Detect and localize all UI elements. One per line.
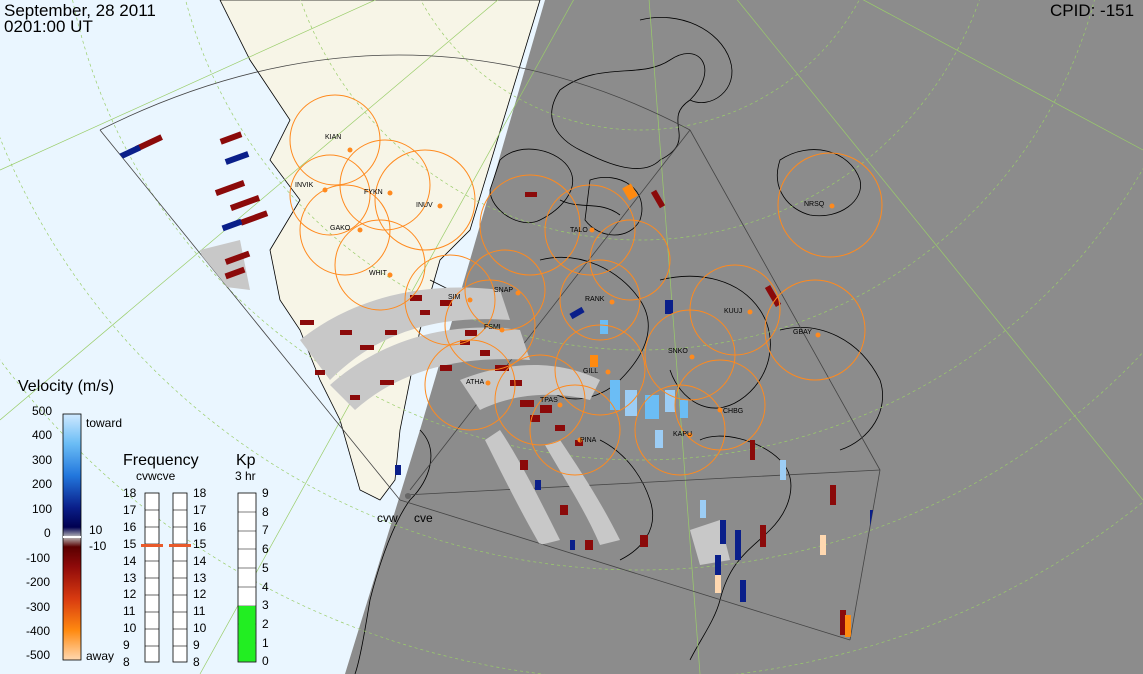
cpid-label: CPID: -151: [1050, 1, 1135, 20]
radar-label-sim: SIM: [448, 294, 461, 301]
freq-tick-left: 17: [123, 502, 137, 517]
kp-tick: 1: [262, 635, 269, 650]
kp-tick: 0: [262, 654, 269, 669]
radar-label-tpas: TPAS: [540, 397, 558, 404]
coastlines: [354, 17, 883, 674]
radar-label-kapu: KAPU: [673, 431, 692, 438]
night-region: [345, 0, 1143, 674]
kp-tick: 2: [262, 616, 269, 631]
radar-label-gill: GILL: [583, 368, 598, 375]
freq-tick-left: 10: [123, 621, 137, 636]
freq-tick-left: 14: [123, 553, 137, 568]
cve-label: cve: [414, 511, 433, 525]
radar-label-snap: SNAP: [494, 287, 513, 294]
radar-range-circles: [289, 94, 883, 476]
kp-subtitle: 3 hr: [235, 469, 256, 483]
radar-label-kian: KIAN: [325, 134, 341, 141]
land-alaska: [219, 0, 541, 501]
radar-labels: KIAN INVIK FYKN GAKO INUV WHIT SIM SNAP …: [295, 134, 825, 444]
vel-tick-200: 200: [32, 477, 53, 491]
cvw-label: cvw: [377, 511, 398, 525]
radar-label-fykn: FYKN: [364, 189, 383, 196]
fov-outline: [99, 54, 881, 641]
freq-tick-left: 18: [123, 486, 137, 500]
freq-tick-right: 18: [193, 486, 207, 500]
time-label: 0201:00 UT: [4, 17, 93, 36]
radar-label-invik: INVIK: [295, 182, 314, 189]
kp-tick: 9: [262, 486, 269, 500]
velocity-vectors-mixed: [590, 183, 851, 637]
freq-tick-right: 8: [193, 655, 200, 669]
freq-tick-right: 17: [193, 502, 207, 517]
radar-label-gbay: GBAY: [793, 329, 812, 336]
freq-marker-cvw: [141, 544, 163, 547]
freq-tick-right: 12: [193, 587, 207, 602]
freq-tick-right: 13: [193, 570, 207, 585]
freq-tick-left: 9: [123, 638, 130, 653]
vel-tick-500: 500: [32, 404, 53, 418]
vel-tick-300: 300: [32, 453, 53, 467]
vel-tick-neg400: -400: [26, 624, 51, 638]
vel-tick-neg300: -300: [26, 600, 51, 614]
vel-away-label: away: [86, 649, 115, 663]
radar-label-gako: GAKO: [330, 225, 351, 232]
frequency-subtitle: cvwcve: [136, 469, 176, 483]
radar-label-chbg: CHBG: [723, 408, 743, 415]
freq-tick-left: 13: [123, 570, 137, 585]
radar-site-dots: [322, 147, 835, 443]
freq-tick-left: 12: [123, 587, 137, 602]
radar-label-atha: ATHA: [466, 379, 484, 386]
freq-tick-left: 15: [123, 536, 137, 551]
freq-tick-right: 11: [193, 604, 206, 619]
kp-tick: 3: [262, 598, 269, 613]
frequency-title: Frequency: [123, 452, 199, 469]
kp-tick: 8: [262, 504, 269, 519]
vel-mid-neg: -10: [89, 539, 107, 553]
freq-box-cve: [172, 492, 188, 663]
vel-tick-neg500: -500: [26, 648, 51, 662]
vel-tick-400: 400: [32, 428, 53, 442]
cvw-cve-site-marker: [405, 493, 411, 499]
radar-label-whit: WHIT: [369, 270, 388, 277]
freq-tick-right: 10: [193, 621, 207, 636]
kp-tick: 5: [262, 560, 269, 575]
kp-title: Kp: [236, 452, 256, 469]
freq-ticks: [145, 509, 187, 647]
freq-box-cvw: [144, 492, 160, 663]
kp-tick: 4: [262, 579, 269, 594]
vel-tick-0: 0: [44, 526, 51, 540]
radar-label-pina: PINA: [580, 437, 597, 444]
kp-level-bar: [238, 606, 256, 662]
freq-tick-left: 16: [123, 519, 137, 534]
radar-label-nrsq: NRSQ: [804, 201, 825, 208]
vel-mid-pos: 10: [89, 523, 103, 537]
freq-tick-right: 14: [193, 553, 207, 568]
vel-tick-neg100: -100: [26, 551, 51, 565]
freq-tick-left: 8: [123, 655, 130, 669]
radar-label-talo: TALO: [570, 227, 588, 234]
vel-toward-label: toward: [86, 416, 123, 430]
radar-label-fsmi: FSMI: [484, 324, 501, 331]
radar-label-snko: SNKO: [668, 348, 688, 355]
freq-marker-cve: [169, 544, 191, 547]
kp-tick: 7: [262, 523, 269, 538]
velocity-scale-title: Velocity (m/s): [18, 378, 115, 395]
kp-tick: 6: [262, 542, 269, 557]
vel-tick-100: 100: [32, 502, 53, 516]
radar-label-inuv: INUV: [416, 202, 433, 209]
vel-tick-neg200: -200: [26, 575, 51, 589]
freq-tick-left: 11: [123, 604, 136, 619]
freq-tick-right: 16: [193, 519, 207, 534]
radar-label-kuuj: KUUJ: [724, 308, 742, 315]
freq-tick-right: 15: [193, 536, 207, 551]
freq-tick-right: 9: [193, 638, 200, 653]
radar-label-rank: RANK: [585, 296, 605, 303]
date-label: September, 28 2011: [4, 1, 156, 20]
